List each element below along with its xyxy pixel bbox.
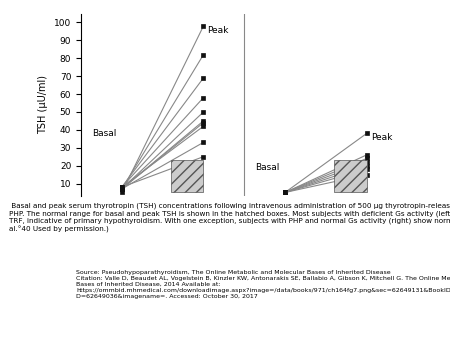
Text: Hill: Hill [29,306,48,316]
Text: Graw: Graw [24,295,53,305]
Text: Basal: Basal [92,129,116,138]
Text: Peak: Peak [371,134,392,142]
Text: Mc: Mc [31,283,46,292]
Text: Source: Pseudohypoparathyroidism, The Online Metabolic and Molecular Bases of In: Source: Pseudohypoparathyroidism, The On… [76,270,450,298]
Bar [334,160,367,192]
Bar [171,160,203,192]
Y-axis label: TSH (μU/ml): TSH (μU/ml) [38,75,49,134]
Text: Basal and peak serum thyrotropin (TSH) concentrations following intravenous admi: Basal and peak serum thyrotropin (TSH) c… [9,203,450,233]
Text: Peak: Peak [207,26,229,35]
Text: Education: Education [21,320,56,325]
Text: Basal: Basal [255,163,279,172]
